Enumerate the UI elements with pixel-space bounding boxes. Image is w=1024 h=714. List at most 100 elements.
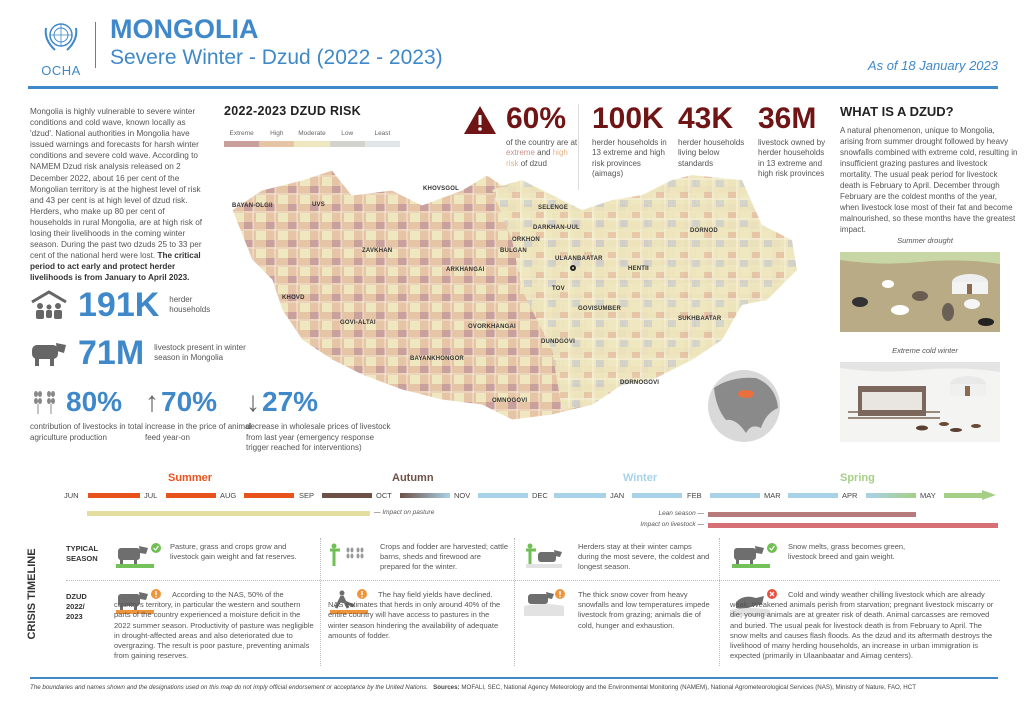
kpi-label: livestock present in winter season in Mo… (154, 342, 246, 363)
month-label: JAN (610, 491, 625, 500)
month-label: JUL (144, 491, 158, 500)
month-label: MAY (920, 491, 936, 500)
row-label-typical: TYPICAL SEASON (66, 544, 98, 563)
dzud-summer-text: According to the NAS, 50% of the country… (114, 590, 314, 661)
timeline-bar (88, 493, 140, 498)
stat-label-text: of the country are at (506, 138, 578, 147)
province-label: KHOVSGOL (423, 186, 459, 192)
month-label: APR (842, 491, 858, 500)
impact-livestock-label: Impact on livestock — (640, 521, 704, 528)
intro-body: Mongolia is highly vulnerable to severe … (30, 107, 203, 261)
dzud-title: WHAT IS A DZUD? (840, 104, 954, 119)
stat-label: herder households living below standards (678, 138, 745, 168)
timeline-bar (944, 493, 982, 498)
legend-label: High (270, 130, 284, 137)
stat-value: 60% (506, 102, 567, 135)
legend-swatch-moderate (294, 141, 330, 147)
province-label: GOVI-ALTAI (340, 320, 376, 326)
footer-rule (30, 677, 998, 679)
footer-disclaimer: The boundaries and names shown and the d… (30, 684, 428, 691)
footer-sources-label: Sources: (433, 684, 460, 691)
timeline-bar (710, 493, 760, 498)
kpi-value: 71M (78, 334, 145, 372)
as-of-date: As of 18 January 2023 (867, 58, 998, 73)
sheep-death-alert-icon (730, 589, 777, 616)
timeline-bar (322, 493, 372, 498)
province-label: DUNDGOVI (541, 339, 575, 345)
un-ocha-logo: OCHA (28, 18, 94, 78)
month-label: OCT (376, 491, 392, 500)
province-label: SUKHBAATAR (678, 316, 722, 322)
crisis-timeline-title-box: CRISIS TIMELINE (24, 540, 40, 650)
kpi-label: decrease in wholesale prices of livestoc… (246, 422, 391, 452)
province-label: DORNOD (690, 228, 718, 234)
kpi-agriculture: 80% contribution of livestocks in total … (30, 388, 150, 443)
timeline-bar (788, 493, 838, 498)
legend-swatch-high (259, 141, 295, 147)
kpi-value: 27% (262, 386, 319, 417)
province-label: KHOVD (282, 295, 305, 301)
legend-swatch-least (364, 141, 401, 147)
month-label: MAR (764, 491, 781, 500)
globe-locator-icon (708, 370, 780, 442)
footer: The boundaries and names shown and the d… (30, 684, 916, 691)
typical-autumn-text: Crops and fodder are harvested; cattle b… (380, 542, 508, 572)
dzud-spring-text: Cold and windy weather chilling livestoc… (730, 590, 994, 661)
farmer-harvest-icon (330, 543, 364, 566)
province-label: HENTII (628, 266, 649, 272)
summer-drought-illustration (840, 252, 1000, 332)
page-title: MONGOLIA (110, 14, 259, 44)
sheep-spring-icon (732, 543, 777, 568)
warning-icon (464, 106, 496, 134)
kpi-feed-price: ↑ 70% increase in the price of animal fe… (145, 388, 255, 443)
typical-winter-text: Herders stay at their winter camps durin… (578, 542, 710, 572)
stat-label-text: and (537, 148, 551, 158)
lean-season-label: Lean season — (658, 510, 704, 517)
province-label: OMNOGOVI (492, 398, 528, 404)
typical-spring-text: Snow melts, grass becomes green, livesto… (788, 542, 906, 562)
un-emblem-icon (44, 23, 78, 51)
typical-summer-text: Pasture, grass and crops grow and livest… (170, 542, 297, 562)
month-label: NOV (454, 491, 471, 500)
legend-swatch-extreme (224, 141, 260, 147)
timeline-bar (400, 493, 450, 498)
extreme-cold-illustration (840, 362, 1000, 442)
province-label: DORNOGOVI (620, 380, 660, 386)
stat-value: 36M (758, 102, 817, 135)
province-label: ULAANBAATAR (555, 256, 603, 262)
impact-pasture-bar (87, 511, 370, 516)
timeline-bar (866, 493, 916, 498)
herder-winter-camp-icon (526, 543, 562, 568)
dzud-description: A natural phenomenon, unique to Mongolia… (840, 126, 1018, 234)
hay-field-warning-icon (330, 589, 368, 614)
province-label: ZAVKHAN (362, 248, 393, 254)
dzud-winter-text: The thick snow cover from heavy snowfall… (578, 590, 710, 630)
column-divider (514, 538, 515, 666)
arrow-down-icon: ↓ (246, 386, 260, 417)
timeline-bar (632, 493, 682, 498)
timeline-bar (478, 493, 528, 498)
lean-season-bar (708, 512, 916, 517)
province-label: BAYANKHONGOR (410, 356, 464, 362)
timeline-bar (166, 493, 216, 498)
stat-label-text: of dzud (520, 158, 547, 168)
sheep-icon (32, 343, 66, 366)
season-autumn: Autumn (392, 472, 434, 484)
month-label: DEC (532, 491, 548, 500)
season-winter: Winter (623, 472, 658, 484)
sheep-healthy-icon (116, 543, 161, 568)
impact-pasture-text: Impact on pasture (382, 509, 435, 516)
intro-bold: The critical period to act early and pro… (30, 251, 201, 283)
sheep-drought-warning-icon (116, 589, 161, 614)
season-spring: Spring (840, 472, 875, 484)
org-name: OCHA (41, 63, 81, 78)
province-label: BULGAN (500, 248, 527, 254)
stat-label: of the country are at extreme and high r… (506, 138, 578, 169)
caption-extreme-cold-winter: Extreme cold winter (892, 346, 958, 355)
legend-swatch-low (329, 141, 365, 147)
stat-label: livestock owned by herder households in … (758, 138, 826, 178)
province-label: DARKHAN-UUL (533, 225, 580, 231)
month-label: FEB (687, 491, 702, 500)
stat-divider (578, 104, 579, 190)
stat-label: herder households in 13 extreme and high… (592, 138, 667, 178)
